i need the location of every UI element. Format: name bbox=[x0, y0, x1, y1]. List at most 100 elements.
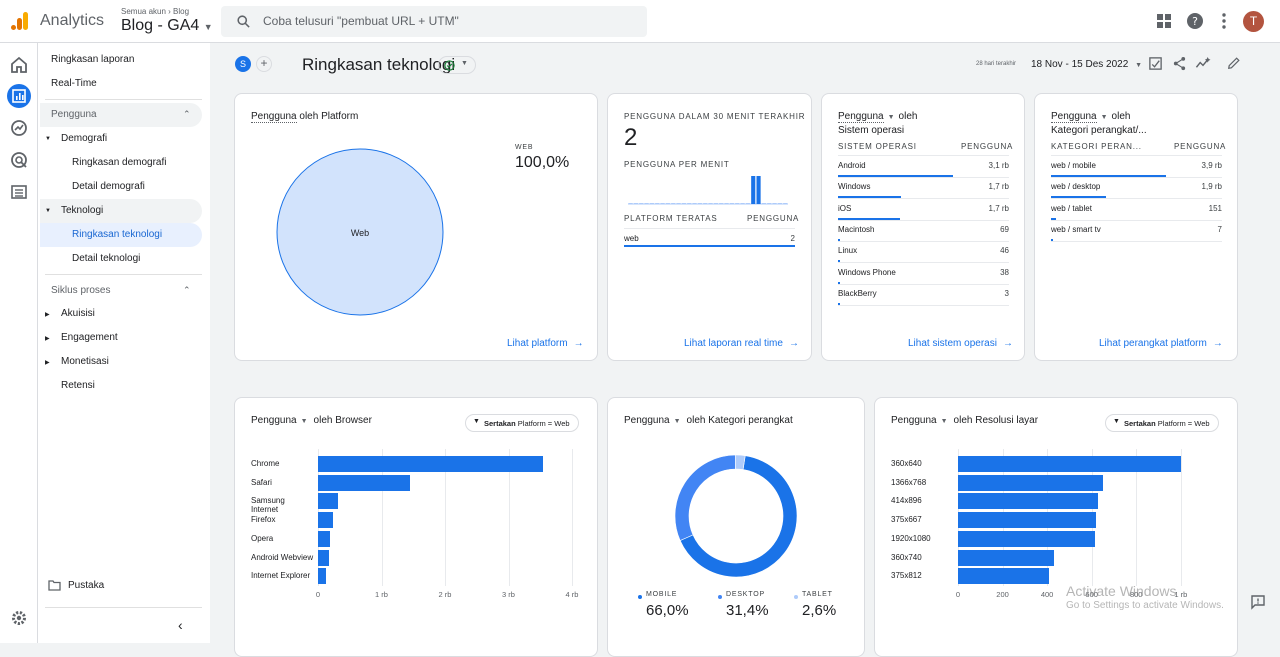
nav-demographics-details[interactable]: Detail demografi bbox=[72, 181, 145, 192]
analytics-logo-icon[interactable] bbox=[10, 11, 30, 31]
bar-375x667[interactable] bbox=[958, 512, 1097, 529]
minute-bar[interactable] bbox=[649, 203, 654, 204]
nav-library[interactable]: Pustaka bbox=[68, 580, 105, 591]
minute-bar[interactable] bbox=[756, 176, 761, 204]
view-realtime-link[interactable]: Lihat laporan real time → bbox=[684, 338, 799, 349]
chevron-up-icon[interactable]: ⌃ bbox=[183, 285, 191, 295]
bar-firefox[interactable] bbox=[318, 512, 334, 529]
minute-bar[interactable] bbox=[708, 203, 713, 204]
nav-demographics-overview[interactable]: Ringkasan demografi bbox=[72, 157, 167, 168]
minute-bar[interactable] bbox=[633, 203, 638, 204]
date-range-selector[interactable]: 18 Nov - 15 Des 2022 ▼ bbox=[1031, 59, 1142, 70]
caret-down-icon[interactable]: ▼ bbox=[673, 418, 681, 425]
donut-slice-tablet[interactable] bbox=[734, 454, 746, 470]
bar-414x896[interactable] bbox=[958, 493, 1099, 510]
minute-bar[interactable] bbox=[740, 203, 745, 204]
metric-label[interactable]: Pengguna bbox=[891, 415, 937, 426]
help-icon[interactable]: ? bbox=[1185, 11, 1205, 31]
caret-down-icon[interactable]: ▼ bbox=[300, 418, 308, 425]
nav-reports-snapshot[interactable]: Ringkasan laporan bbox=[51, 54, 135, 65]
more-vert-icon[interactable] bbox=[1214, 11, 1234, 31]
minute-bar[interactable] bbox=[655, 203, 660, 204]
nav-tech[interactable]: Teknologi bbox=[61, 205, 104, 216]
admin-gear-icon[interactable] bbox=[9, 608, 29, 628]
metric-label[interactable]: Pengguna bbox=[251, 415, 297, 426]
nav-section-users[interactable]: Pengguna bbox=[51, 109, 97, 120]
title-dimension[interactable]: oleh Kategori perangkat bbox=[686, 415, 793, 426]
caret-right-icon[interactable]: ▶ bbox=[45, 312, 50, 318]
metric-label[interactable]: Pengguna bbox=[251, 111, 297, 123]
customize-report-icon[interactable] bbox=[1148, 56, 1163, 71]
minute-bar[interactable] bbox=[660, 203, 665, 204]
minute-bar[interactable] bbox=[713, 203, 718, 204]
minute-bar[interactable] bbox=[628, 203, 633, 204]
metric-label[interactable]: Pengguna bbox=[1051, 111, 1097, 123]
nav-tech-overview[interactable]: Ringkasan teknologi bbox=[72, 229, 163, 240]
view-os-link[interactable]: Lihat sistem operasi → bbox=[908, 338, 1013, 349]
collapse-chevron-left-icon[interactable]: ‹ bbox=[178, 617, 183, 633]
minute-bar[interactable] bbox=[671, 203, 676, 204]
share-icon[interactable] bbox=[1172, 56, 1187, 71]
minute-bar[interactable] bbox=[724, 203, 729, 204]
apps-grid-icon[interactable] bbox=[1154, 11, 1174, 31]
minute-bar[interactable] bbox=[783, 203, 788, 204]
bar-1366x768[interactable] bbox=[958, 474, 1103, 491]
nav-tech-details[interactable]: Detail teknologi bbox=[72, 253, 141, 264]
donut-slice-desktop[interactable] bbox=[674, 454, 736, 541]
caret-right-icon[interactable]: ▶ bbox=[45, 336, 50, 342]
minute-bar[interactable] bbox=[729, 203, 734, 204]
minute-bar[interactable] bbox=[751, 176, 756, 204]
feedback-icon[interactable] bbox=[1250, 594, 1266, 610]
bar-android-webview[interactable] bbox=[318, 549, 329, 566]
minute-bar[interactable] bbox=[745, 203, 750, 204]
minute-bar[interactable] bbox=[719, 203, 724, 204]
property-selector[interactable]: Blog - GA4 ▼ bbox=[121, 17, 213, 35]
minute-bar[interactable] bbox=[772, 203, 777, 204]
comparison-badge[interactable]: S bbox=[235, 56, 251, 72]
bar-internet-explorer[interactable] bbox=[318, 568, 327, 585]
title-dimension[interactable]: Kategori perangkat/... bbox=[1051, 125, 1147, 136]
metric-label[interactable]: Pengguna bbox=[624, 415, 670, 426]
minute-bar[interactable] bbox=[777, 203, 782, 204]
edit-pencil-icon[interactable] bbox=[1227, 56, 1241, 70]
nav-acquisition[interactable]: Akuisisi bbox=[61, 308, 95, 319]
add-comparison-icon[interactable]: + bbox=[256, 56, 272, 72]
nav-retention[interactable]: Retensi bbox=[61, 380, 95, 391]
metric-label[interactable]: Pengguna bbox=[838, 111, 884, 123]
minute-bar[interactable] bbox=[687, 203, 692, 204]
chevron-up-icon[interactable]: ⌃ bbox=[183, 109, 191, 119]
minute-bar[interactable] bbox=[767, 203, 772, 204]
bar-375x812[interactable] bbox=[958, 568, 1050, 585]
view-device-platform-link[interactable]: Lihat perangkat platform → bbox=[1099, 338, 1223, 349]
title-dimension[interactable]: oleh Browser bbox=[313, 415, 372, 426]
bar-360x640[interactable] bbox=[958, 456, 1181, 472]
minute-bar[interactable] bbox=[697, 203, 702, 204]
caret-right-icon[interactable]: ▶ bbox=[45, 360, 50, 366]
minute-bar[interactable] bbox=[761, 203, 766, 204]
avatar[interactable]: T bbox=[1243, 11, 1264, 32]
nav-demographics[interactable]: Demografi bbox=[61, 133, 108, 144]
status-dropdown[interactable]: ▼ bbox=[438, 56, 476, 74]
explore-icon[interactable] bbox=[9, 118, 29, 138]
nav-engagement[interactable]: Engagement bbox=[61, 332, 118, 343]
minute-bar[interactable] bbox=[692, 203, 697, 204]
pie-slice-web[interactable] bbox=[276, 148, 444, 316]
caret-down-icon[interactable]: ▼ bbox=[1100, 114, 1108, 121]
nav-realtime[interactable]: Real-Time bbox=[51, 78, 97, 89]
bar-safari[interactable] bbox=[318, 474, 411, 491]
minute-bar[interactable] bbox=[676, 203, 681, 204]
configure-list-icon[interactable] bbox=[9, 182, 29, 202]
minute-bar[interactable] bbox=[735, 203, 740, 204]
filter-chip[interactable]: ▼ Sertakan Platform = Web bbox=[1105, 414, 1219, 432]
minute-bar[interactable] bbox=[639, 203, 644, 204]
bar-samsung-internet[interactable] bbox=[318, 493, 338, 510]
nav-section-lifecycle[interactable]: Siklus proses bbox=[51, 285, 111, 296]
bar-opera[interactable] bbox=[318, 530, 331, 547]
reports-icon[interactable] bbox=[7, 84, 31, 108]
insights-icon[interactable] bbox=[1195, 56, 1211, 71]
caret-down-icon[interactable]: ▼ bbox=[940, 418, 948, 425]
view-platform-link[interactable]: Lihat platform → bbox=[507, 338, 584, 349]
caret-down-icon[interactable]: ▼ bbox=[45, 136, 51, 142]
home-icon[interactable] bbox=[9, 55, 29, 75]
nav-monetization[interactable]: Monetisasi bbox=[61, 356, 109, 367]
